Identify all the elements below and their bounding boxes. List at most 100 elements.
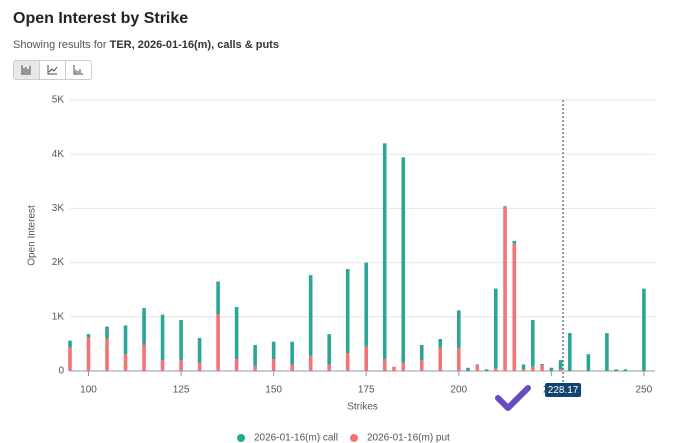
bar — [558, 369, 563, 371]
bar — [345, 269, 350, 354]
current-price-label: 228.17 — [548, 385, 579, 396]
bar — [197, 337, 202, 363]
bar — [401, 362, 406, 371]
legend-label: 2026-01-16(m) call — [254, 433, 338, 443]
bar — [105, 326, 109, 339]
bar — [493, 288, 498, 369]
bar — [179, 360, 183, 371]
title: Open Interest by Strike — [13, 10, 189, 27]
chart-type-buttons — [13, 60, 92, 80]
bar — [521, 369, 526, 371]
bar — [401, 157, 406, 363]
bar — [456, 310, 461, 349]
y-tick-label: 3K — [52, 203, 65, 214]
bar — [558, 360, 563, 370]
bar — [540, 363, 544, 366]
y-tick-label: 5K — [52, 95, 65, 106]
bar — [253, 344, 257, 367]
bar — [216, 314, 220, 371]
bar — [308, 275, 313, 356]
x-tick-label: 200 — [450, 385, 467, 396]
x-axis-label: Strikes — [347, 402, 378, 413]
bar — [142, 344, 146, 371]
bar — [327, 364, 331, 371]
bar — [392, 366, 396, 371]
bar — [382, 359, 387, 371]
bar — [419, 360, 424, 371]
bar — [456, 348, 461, 371]
legend-swatch — [237, 434, 245, 442]
bar — [568, 333, 572, 371]
bar — [623, 369, 628, 371]
bar — [382, 143, 387, 360]
subtitle-prefix: Showing results for — [13, 39, 107, 51]
bar — [364, 346, 369, 371]
current-price-box — [545, 383, 582, 397]
bar — [253, 366, 257, 371]
bar — [290, 364, 294, 371]
bar — [160, 314, 165, 361]
bar — [234, 307, 239, 360]
bar — [503, 207, 507, 371]
bar — [540, 365, 544, 371]
bar — [614, 369, 618, 371]
subtitle-bold: TER, 2026-01-16(m), calls & puts — [109, 39, 279, 51]
subtitle: Showing results for TER, 2026-01-16(m), … — [13, 39, 279, 51]
x-tick-label: 100 — [80, 385, 97, 396]
bar — [271, 341, 276, 360]
legend-swatch — [350, 434, 358, 442]
bar — [531, 320, 535, 367]
bar — [549, 367, 554, 371]
bar — [142, 308, 146, 345]
bar — [512, 240, 517, 244]
bar — [234, 359, 239, 371]
bar — [475, 364, 480, 366]
bar — [86, 334, 91, 338]
bar — [521, 364, 526, 370]
bar — [123, 354, 128, 371]
line-chart-button[interactable] — [40, 61, 66, 79]
bar — [438, 347, 443, 371]
bar — [503, 206, 507, 208]
legend-label: 2026-01-16(m) put — [367, 433, 450, 443]
x-tick-label: 125 — [173, 385, 190, 396]
bar — [179, 320, 183, 361]
bar — [438, 339, 443, 348]
bar — [419, 344, 424, 361]
bar — [531, 366, 535, 371]
bar — [605, 333, 609, 371]
y-tick-label: 2K — [52, 257, 65, 268]
x-tick-label: 250 — [636, 385, 653, 396]
bar — [345, 353, 350, 371]
bar — [364, 262, 369, 347]
y-tick-label: 0 — [58, 366, 64, 377]
bar — [68, 347, 72, 371]
bar — [493, 368, 498, 371]
bar — [86, 337, 91, 371]
y-axis-label: Open Interest — [27, 205, 38, 266]
bar — [290, 341, 294, 365]
bar — [484, 369, 489, 371]
area-chart-button[interactable] — [66, 61, 91, 79]
bar — [327, 334, 331, 365]
bar — [475, 365, 480, 371]
bar — [216, 281, 220, 315]
bar-chart-button[interactable] — [14, 61, 40, 79]
bar — [642, 288, 646, 371]
bar — [512, 243, 517, 371]
bar — [466, 367, 470, 371]
bar — [271, 359, 276, 371]
bar — [68, 340, 72, 348]
check-icon — [495, 385, 531, 411]
bar — [123, 325, 128, 355]
bar — [160, 360, 165, 371]
y-tick-label: 1K — [52, 311, 65, 322]
bar — [586, 354, 591, 371]
bar — [308, 355, 313, 371]
bar — [197, 362, 202, 371]
x-tick-label: 175 — [358, 385, 375, 396]
bar — [105, 338, 109, 371]
x-tick-label: 150 — [265, 385, 282, 396]
